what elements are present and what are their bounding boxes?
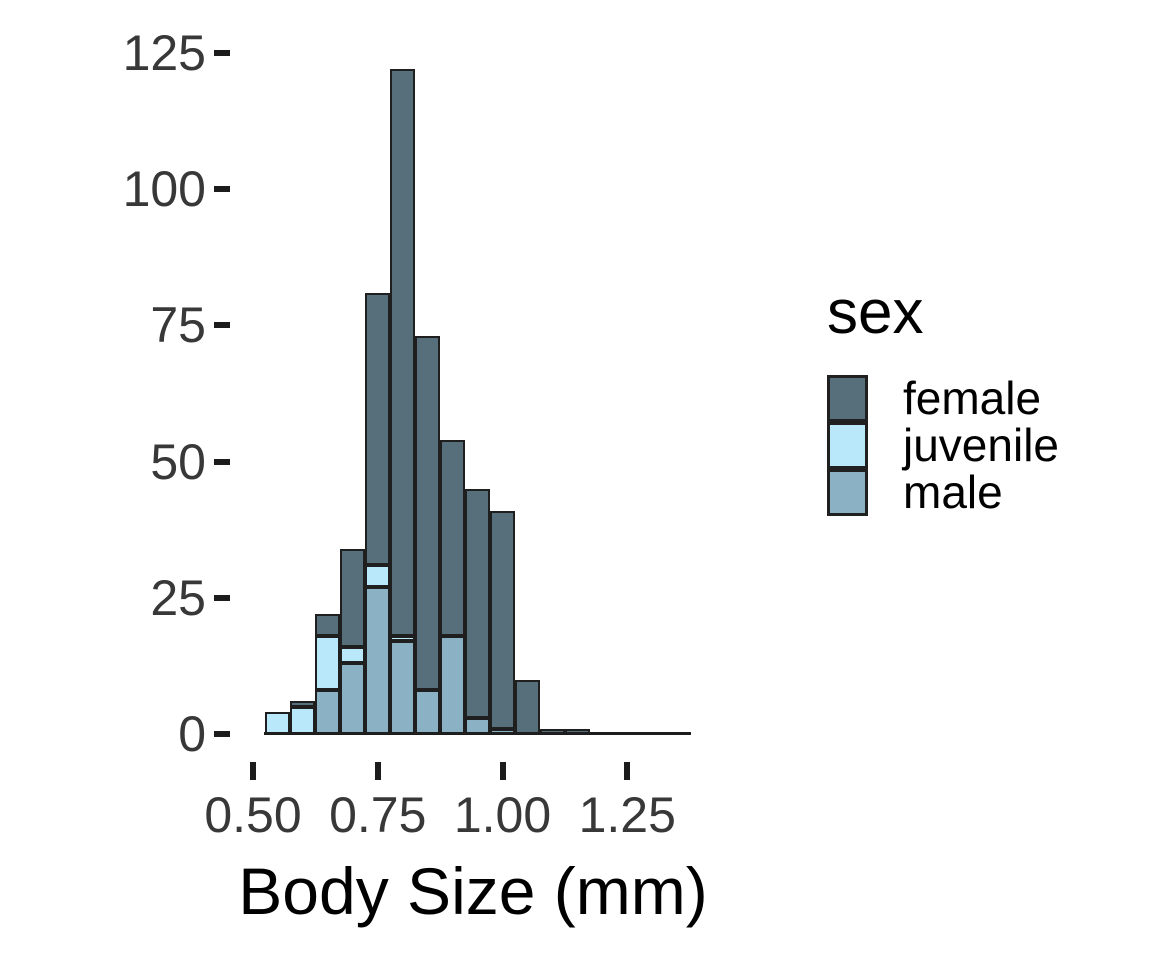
y-axis-tick-label: 125 — [122, 25, 206, 81]
x-axis-tick-label: 1.00 — [453, 787, 552, 843]
bar-segment-male — [365, 586, 391, 734]
legend-label: juvenile — [903, 419, 1059, 471]
y-axis-tick — [214, 322, 230, 329]
x-axis-tick — [250, 762, 256, 780]
legend-swatch-female — [827, 375, 868, 422]
bar-segment-juvenile — [340, 646, 366, 664]
y-axis-tick — [214, 186, 230, 193]
legend-label: male — [903, 466, 1003, 518]
bar-segment-female — [514, 679, 540, 734]
x-axis-title: Body Size (mm) — [238, 854, 708, 928]
bar-segment-female — [365, 292, 391, 566]
y-axis-tick-label: 25 — [150, 569, 206, 626]
bar-segment-female — [490, 510, 515, 729]
legend-swatch-juvenile — [827, 422, 868, 469]
bar-segment-female — [564, 728, 590, 734]
y-axis-tick — [214, 731, 230, 737]
bar-segment-juvenile — [265, 712, 291, 734]
bar-segment-female — [390, 69, 416, 636]
y-axis-tick-label: 75 — [150, 297, 206, 354]
x-axis-tick — [624, 762, 631, 780]
legend-swatch-male — [827, 469, 868, 516]
bar-segment-female — [315, 614, 341, 636]
x-axis-tick-label: 0.75 — [329, 787, 427, 843]
bar-segment-male — [490, 728, 515, 734]
x-axis-tick — [374, 762, 381, 780]
x-axis-tick-label: 1.25 — [578, 787, 676, 843]
bar-segment-female — [440, 439, 466, 636]
legend-label: female — [903, 372, 1042, 424]
bar-segment-juvenile — [365, 565, 391, 587]
bar-segment-female — [539, 728, 565, 734]
y-axis-tick — [214, 50, 230, 56]
bar-segment-male — [415, 690, 441, 734]
bar-segment-female — [340, 548, 366, 647]
bar-segment-male — [465, 717, 490, 734]
bar-segment-female — [415, 336, 441, 691]
y-axis-tick — [214, 458, 230, 465]
legend-title: sex — [827, 278, 924, 347]
bar-segment-juvenile — [315, 635, 341, 691]
y-axis-tick — [214, 594, 230, 601]
bar-segment-male — [390, 641, 416, 734]
bar-segment-female — [290, 701, 316, 707]
y-axis-tick-label: 100 — [122, 161, 206, 218]
x-axis-tick-label: 0.50 — [204, 787, 302, 843]
y-axis-tick-label: 50 — [150, 433, 206, 490]
bar-segment-juvenile — [290, 706, 316, 734]
bar-segment-female — [465, 488, 490, 718]
bar-segment-male — [440, 635, 466, 734]
bar-segment-male — [315, 690, 341, 734]
x-axis-tick — [499, 762, 506, 780]
y-axis-tick-label: 0 — [178, 706, 206, 762]
bar-segment-juvenile — [390, 635, 416, 642]
bar-segment-male — [340, 663, 366, 734]
